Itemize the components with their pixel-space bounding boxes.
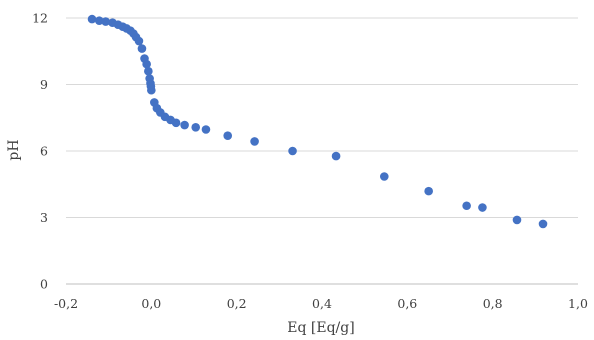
data-point	[250, 137, 259, 146]
data-point	[134, 36, 144, 46]
x-tick-label: 1,0	[568, 296, 588, 311]
data-point	[101, 17, 110, 26]
data-point	[94, 16, 104, 25]
x-tick-label: 0,0	[141, 296, 161, 311]
data-point	[180, 120, 189, 130]
x-tick-label: -0,2	[54, 296, 78, 311]
data-point	[538, 219, 548, 229]
data-point	[144, 66, 153, 76]
x-tick-labels: -0,2 0,0 0,2 0,4 0,6 0,8 1,0	[54, 296, 588, 311]
data-points	[87, 14, 548, 229]
y-tick-label: 3	[40, 210, 48, 225]
x-axis-title: Eq [Eq/g]	[287, 320, 354, 336]
data-point	[171, 118, 181, 128]
x-tick-label: 0,8	[483, 296, 503, 311]
y-axis-title: pH	[6, 139, 22, 160]
data-point	[424, 186, 433, 196]
x-tick-label: 0,2	[227, 296, 247, 311]
y-tick-labels: 0 3 6 9 12	[32, 11, 48, 292]
y-tick-label: 12	[32, 11, 48, 26]
data-point	[147, 85, 156, 95]
y-tick-label: 6	[40, 144, 48, 159]
data-point	[191, 122, 201, 132]
x-tick-label: 0,6	[397, 296, 417, 311]
data-point	[288, 146, 297, 156]
data-point	[223, 131, 233, 141]
data-point	[201, 125, 211, 134]
data-point	[331, 151, 341, 161]
data-point	[142, 59, 151, 69]
data-point	[87, 14, 97, 24]
data-point	[137, 44, 147, 53]
x-tick-label: 0,4	[312, 296, 332, 311]
data-point	[462, 201, 471, 211]
data-point	[379, 172, 389, 181]
y-tick-label: 9	[40, 77, 48, 92]
y-tick-label: 0	[40, 277, 48, 292]
data-point	[478, 203, 487, 212]
data-point	[512, 215, 522, 225]
